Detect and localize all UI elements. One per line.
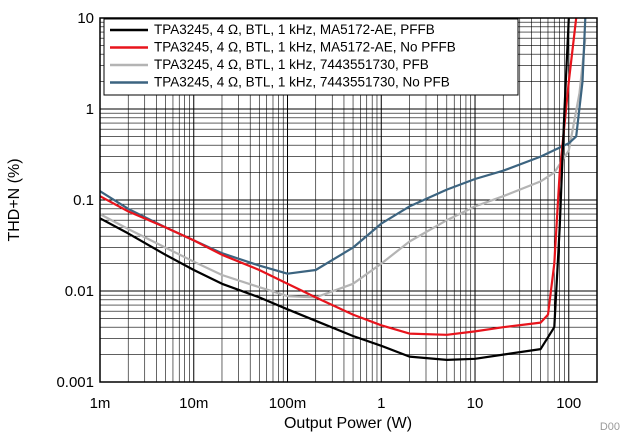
y-tick-label: 1 [86,101,94,118]
legend: TPA3245, 4 Ω, BTL, 1 kHz, MA5172-AE, PFF… [103,18,519,96]
x-tick-label: 100 [556,395,581,412]
figure-id-label: D00 [600,421,620,433]
x-tick-label: 1 [377,395,385,412]
x-tick-label: 100m [269,395,307,412]
legend-label: TPA3245, 4 Ω, BTL, 1 kHz, MA5172-AE, No … [154,40,456,55]
plot-frame [99,17,598,383]
y-axis-title: THD+N (%) [6,158,23,241]
x-tick-label: 10 [467,395,484,412]
y-tick-label: 0.1 [73,192,94,209]
y-tick-label: 0.001 [56,374,94,391]
x-axis-title: Output Power (W) [284,415,412,432]
y-tick-label: 0.01 [65,283,94,300]
x-tick-labels: 1m 10m 100m 1 10 100 [90,395,582,412]
series-lines [99,17,587,361]
series-line-1 [99,17,570,361]
x-tick-label: 1m [90,395,111,412]
series-line-2 [99,17,578,336]
legend-box [103,18,519,96]
legend-label: TPA3245, 4 Ω, BTL, 1 kHz, 7443551730, PF… [154,57,429,72]
legend-label: TPA3245, 4 Ω, BTL, 1 kHz, MA5172-AE, PFF… [154,22,435,37]
x-tick-label: 10m [179,395,208,412]
series-line-3 [99,38,587,299]
y-tick-labels: 0.001 0.01 0.1 1 10 [56,10,94,391]
legend-label: TPA3245, 4 Ω, BTL, 1 kHz, 7443551730, No… [154,75,450,90]
y-tick-label: 10 [77,10,94,27]
